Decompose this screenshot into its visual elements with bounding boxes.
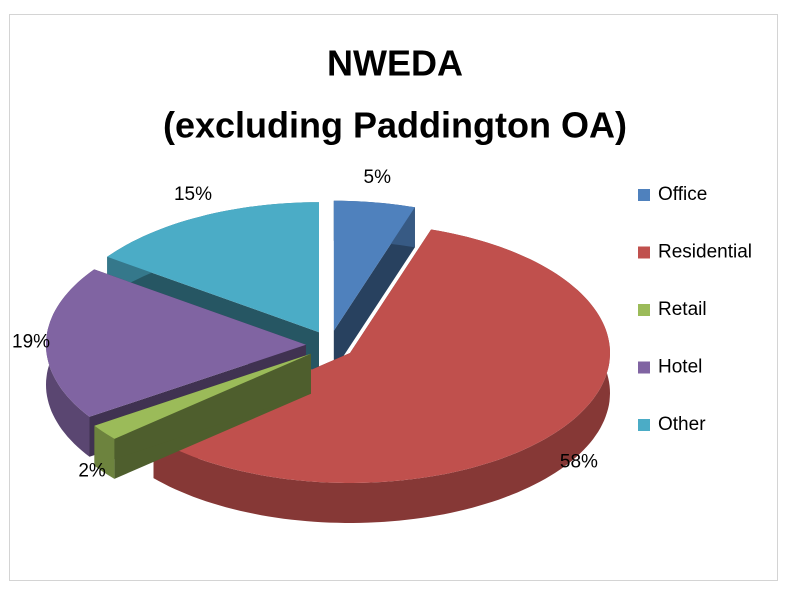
slice-top xyxy=(107,202,319,333)
legend-swatch xyxy=(638,361,650,374)
legend-label: Office xyxy=(658,184,707,205)
legend-swatch xyxy=(638,246,650,259)
slice-top xyxy=(153,229,610,483)
legend-label: Residential xyxy=(658,242,752,263)
legend-label: Hotel xyxy=(658,357,702,378)
pie-slice xyxy=(333,200,415,371)
slice-top xyxy=(94,353,311,439)
legend-label: Other xyxy=(658,414,706,435)
data-label: 15% xyxy=(174,184,212,205)
data-label: 58% xyxy=(560,452,598,473)
data-label: 5% xyxy=(364,167,392,188)
chart-title: NWEDA xyxy=(327,43,463,84)
legend-label: Retail xyxy=(658,299,707,320)
legend-swatch xyxy=(638,189,650,201)
slice-top xyxy=(333,200,415,331)
legend-swatch xyxy=(638,304,650,316)
slice-top xyxy=(46,269,306,417)
slice-wall xyxy=(153,229,610,523)
data-label: 2% xyxy=(78,460,106,481)
chart-subtitle: (excluding Paddington OA) xyxy=(163,105,627,146)
pie-slice xyxy=(94,353,311,479)
slice-side xyxy=(333,207,415,371)
data-label: 19% xyxy=(12,331,50,352)
slice-wall xyxy=(94,425,115,479)
legend-swatch xyxy=(638,419,650,431)
slice-side xyxy=(94,353,311,466)
